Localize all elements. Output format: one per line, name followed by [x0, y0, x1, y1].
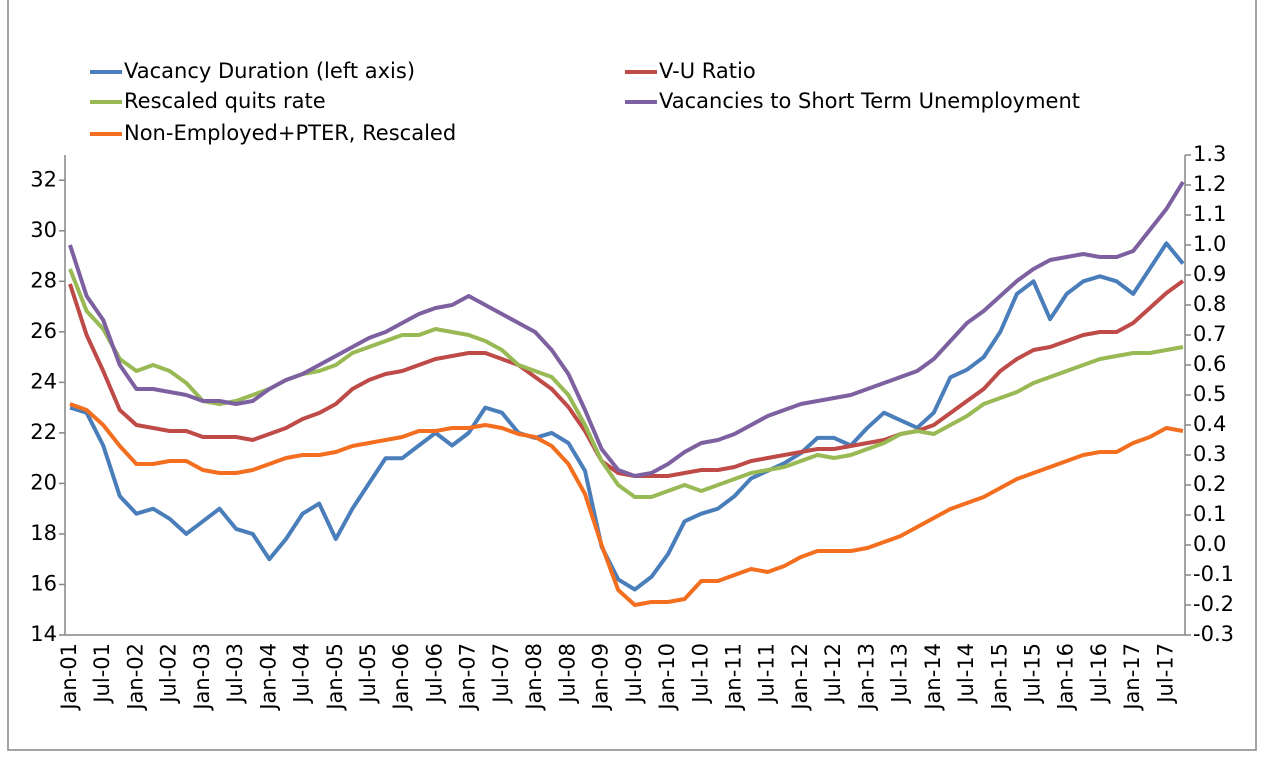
x-tick-label: Jan-17: [1120, 643, 1144, 712]
legend-label: Vacancies to Short Term Unemployment: [659, 89, 1080, 113]
y2-tick-label: 0.6: [1193, 352, 1226, 376]
x-tick-label: Jul-13: [888, 643, 912, 705]
y2-tick-label: 1.1: [1193, 202, 1226, 226]
x-tick-label: Jul-04: [290, 643, 314, 705]
x-tick-label: Jul-07: [489, 643, 513, 705]
y2-tick-label: 0.2: [1193, 472, 1226, 496]
y2-tick-label: 0.9: [1193, 262, 1226, 286]
x-tick-label: Jul-16: [1087, 643, 1111, 705]
y2-tick-label: 1.2: [1193, 172, 1226, 196]
y2-tick-label: 0.0: [1193, 532, 1226, 556]
y-tick-label: 16: [30, 571, 57, 595]
y2-tick-label: 0.3: [1193, 442, 1226, 466]
x-tick-label: Jul-15: [1020, 643, 1044, 705]
legend-label: Rescaled quits rate: [124, 89, 326, 113]
y-tick-label: 26: [30, 319, 57, 343]
y2-tick-label: -0.1: [1193, 562, 1234, 586]
x-tick-label: Jan-03: [190, 643, 214, 712]
series-line: [69, 241, 1185, 592]
y2-tick-label: 0.8: [1193, 292, 1226, 316]
x-tick-label: Jan-02: [123, 643, 147, 712]
x-tick-label: Jan-16: [1054, 643, 1078, 712]
series-line: [68, 180, 1185, 478]
y2-tick-label: -0.3: [1193, 622, 1234, 646]
y-tick-label: 30: [30, 218, 57, 242]
legend-label: Non-Employed+PTER, Rescaled: [124, 121, 456, 145]
x-tick-label: Jul-01: [90, 643, 114, 705]
x-tick-label: Jan-07: [456, 643, 480, 712]
x-tick-label: Jan-01: [57, 643, 81, 712]
x-tick-label: Jul-11: [755, 643, 779, 705]
x-tick-label: Jan-04: [256, 643, 280, 712]
y-tick-label: 22: [30, 420, 57, 444]
legend-label: Vacancy Duration (left axis): [124, 59, 415, 83]
y2-tick-label: -0.2: [1193, 592, 1234, 616]
x-tick-label: Jul-12: [821, 643, 845, 705]
x-tick-label: Jan-11: [721, 643, 745, 712]
y2-tick-label: 1.0: [1193, 232, 1226, 256]
y2-tick-label: 0.4: [1193, 412, 1226, 436]
x-tick-label: Jul-10: [688, 643, 712, 705]
x-tick-label: Jan-05: [323, 643, 347, 712]
y2-tick-label: 0.1: [1193, 502, 1226, 526]
chart-border: [7, 0, 1257, 751]
legend-label: V-U Ratio: [659, 59, 756, 83]
y-tick-label: 20: [30, 470, 57, 494]
y2-tick-label: 0.5: [1193, 382, 1226, 406]
x-tick-label: Jan-13: [854, 643, 878, 712]
x-tick-label: Jul-14: [954, 643, 978, 705]
x-tick-label: Jul-06: [422, 643, 446, 705]
x-tick-label: Jul-09: [622, 643, 646, 705]
x-tick-label: Jan-14: [921, 643, 945, 712]
y2-tick-label: 0.7: [1193, 322, 1226, 346]
x-tick-label: Jan-08: [522, 643, 546, 712]
y-tick-label: 14: [30, 622, 57, 646]
y-tick-label: 24: [30, 369, 57, 393]
x-tick-label: Jul-08: [555, 643, 579, 705]
series-line: [69, 402, 1184, 607]
y-tick-label: 32: [30, 167, 57, 191]
y-tick-label: 28: [30, 268, 57, 292]
x-tick-label: Jan-12: [788, 643, 812, 712]
series-line: [68, 268, 1184, 499]
x-tick-label: Jul-03: [223, 643, 247, 705]
y-tick-label: 18: [30, 521, 57, 545]
x-tick-label: Jul-02: [157, 643, 181, 705]
x-tick-label: Jul-17: [1153, 643, 1177, 705]
y2-tick-label: 1.3: [1193, 142, 1226, 166]
x-tick-label: Jan-10: [655, 643, 679, 712]
x-tick-label: Jul-05: [356, 643, 380, 705]
x-tick-label: Jan-09: [589, 643, 613, 712]
x-tick-label: Jan-06: [389, 643, 413, 712]
x-tick-label: Jan-15: [987, 643, 1011, 712]
